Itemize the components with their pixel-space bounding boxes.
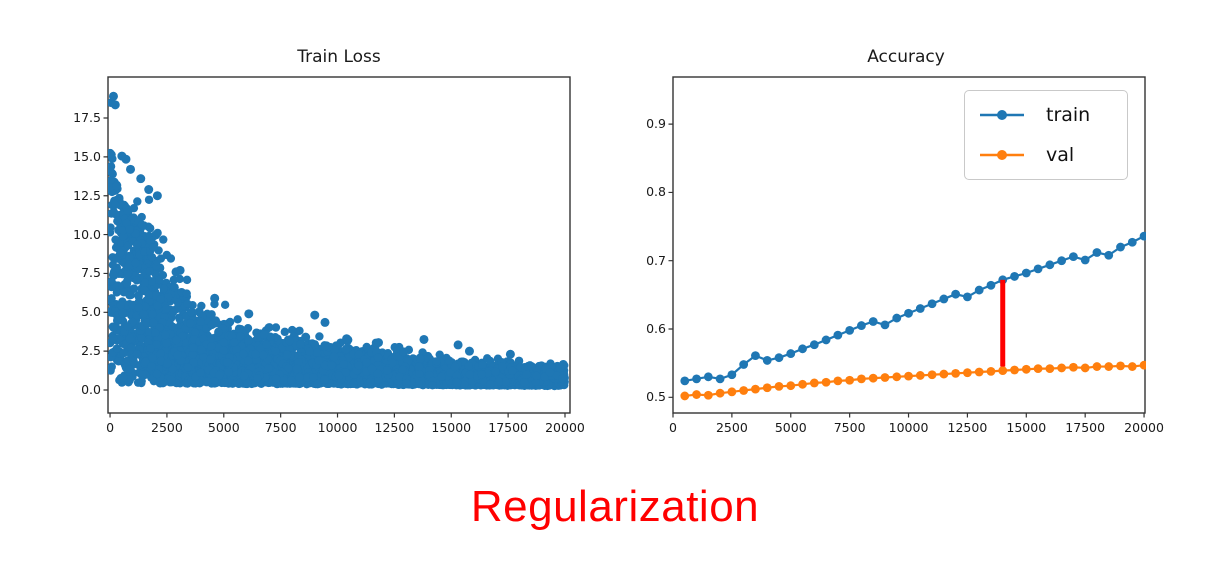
- y-tick-label: 0.8: [646, 184, 666, 200]
- x-tick-label: 17500: [1065, 420, 1106, 435]
- y-tick-label: 17.5: [73, 110, 101, 126]
- accuracy-title: Accuracy: [867, 47, 945, 67]
- x-tick-label: 17500: [488, 420, 529, 435]
- x-tick-label: 7500: [264, 420, 297, 435]
- legend-label-val: val: [1046, 144, 1075, 166]
- x-tick-label: 2500: [715, 420, 748, 435]
- val-series-marker-icon: [980, 150, 1024, 160]
- y-tick-label: 0.5: [646, 389, 666, 405]
- x-tick-label: 12500: [374, 420, 415, 435]
- train-loss-title: Train Loss: [297, 47, 381, 67]
- train-series-marker-icon: [980, 110, 1024, 120]
- x-tick-label: 20000: [1124, 420, 1164, 435]
- x-tick-label: 2500: [151, 420, 183, 435]
- y-tick-label: 0.9: [646, 116, 666, 132]
- x-tick-label: 5000: [207, 420, 240, 435]
- legend-row-val: val: [965, 144, 1127, 166]
- legend: train val: [964, 90, 1128, 180]
- legend-label-train: train: [1046, 104, 1091, 126]
- y-tick-label: 12.5: [73, 187, 101, 203]
- y-tick-label: 2.5: [81, 343, 101, 359]
- x-tick-label: 0: [669, 420, 677, 435]
- x-tick-label: 7500: [833, 420, 866, 435]
- caption-regularization: Regularization: [470, 482, 760, 531]
- y-tick-label: 0.6: [646, 321, 666, 336]
- legend-row-train: train: [965, 104, 1127, 126]
- y-tick-label: 7.5: [81, 265, 101, 281]
- x-tick-label: 15000: [431, 420, 472, 435]
- x-tick-label: 15000: [1006, 420, 1047, 435]
- y-tick-label: 0.0: [81, 381, 101, 397]
- x-tick-label: 5000: [774, 420, 807, 435]
- x-tick-label: 10000: [888, 420, 929, 435]
- x-tick-label: 10000: [317, 420, 358, 435]
- y-tick-label: 10.0: [73, 226, 101, 242]
- y-tick-label: 15.0: [73, 148, 101, 164]
- x-tick-label: 0: [106, 420, 115, 435]
- y-tick-label: 5.0: [81, 304, 101, 320]
- x-tick-label: 20000: [545, 420, 585, 435]
- x-tick-label: 12500: [947, 420, 988, 435]
- y-tick-label: 0.7: [646, 252, 666, 268]
